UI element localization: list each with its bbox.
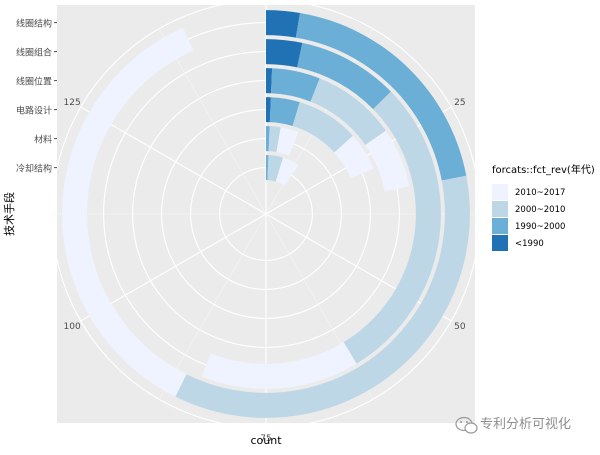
bar-segment <box>62 27 194 397</box>
bar-segment <box>334 135 374 179</box>
radial-tick-label: 25 <box>454 98 465 108</box>
bar-segment <box>175 175 470 418</box>
legend-swatch <box>492 201 508 217</box>
legend-swatch <box>492 184 508 200</box>
wechat-logo-icon <box>455 416 478 434</box>
grid-spoke-minor <box>158 28 267 215</box>
y-axis-title: 技术手段 <box>2 192 16 236</box>
category-tick-label: 线圈结构 <box>16 18 52 30</box>
grid-spoke <box>80 213 267 322</box>
bar-segment <box>310 78 386 146</box>
legend-title: forcats::fct_rev(年代) <box>492 163 595 176</box>
radial-tick-label: 50 <box>454 322 466 332</box>
grid-spoke <box>80 106 267 215</box>
grid-spoke <box>265 213 452 322</box>
bar-segment <box>343 91 441 364</box>
bar-segment <box>266 10 301 38</box>
bar-layer <box>62 10 470 418</box>
legend-label: 2000~2010 <box>515 205 565 215</box>
radial-tick-label: 100 <box>64 322 81 332</box>
bar-segment <box>266 68 273 94</box>
watermark-text: 专利分析可视化 <box>480 417 571 432</box>
grid-spoke-minor <box>158 213 267 400</box>
legend-label: <1990 <box>515 239 544 249</box>
bar-segment <box>271 68 320 102</box>
legend-swatch <box>492 235 508 251</box>
bar-segment <box>276 127 299 156</box>
watermark: 专利分析可视化 <box>455 416 571 434</box>
category-tick-label: 线圈组合 <box>16 47 52 59</box>
bar-segment <box>295 12 467 181</box>
bar-segment <box>269 97 300 127</box>
bar-segment <box>201 342 357 389</box>
bar-segment <box>275 157 299 186</box>
radial-tick-label: 75 <box>260 434 271 444</box>
bar-segment <box>266 155 269 181</box>
category-tick-label: 电路设计 <box>16 105 52 117</box>
category-tick-label: 线圈位置 <box>16 76 52 88</box>
bar-segment <box>365 130 410 192</box>
bar-segment <box>266 97 271 123</box>
grid-spoke-minor <box>265 213 374 400</box>
bar-segment <box>268 126 281 152</box>
category-tick-label: 材料 <box>34 134 52 146</box>
category-tick-label: 冷却结构 <box>16 163 52 175</box>
legend-label: 2010~2017 <box>515 188 565 198</box>
legend-label: 1990~2000 <box>515 222 565 232</box>
legend: forcats::fct_rev(年代)2010~20172000~201019… <box>492 163 595 251</box>
x-axis-title: count <box>250 434 282 447</box>
bar-segment <box>292 102 353 153</box>
tick-layer: 线圈结构线圈组合线圈位置电路设计材料冷却结构0255075100125 <box>16 18 466 444</box>
bar-segment <box>266 126 270 152</box>
bar-segment <box>267 155 284 182</box>
bar-segment <box>297 42 391 110</box>
radial-tick-label: 125 <box>64 98 81 108</box>
bar-segment <box>266 39 303 68</box>
legend-swatch <box>492 218 508 234</box>
